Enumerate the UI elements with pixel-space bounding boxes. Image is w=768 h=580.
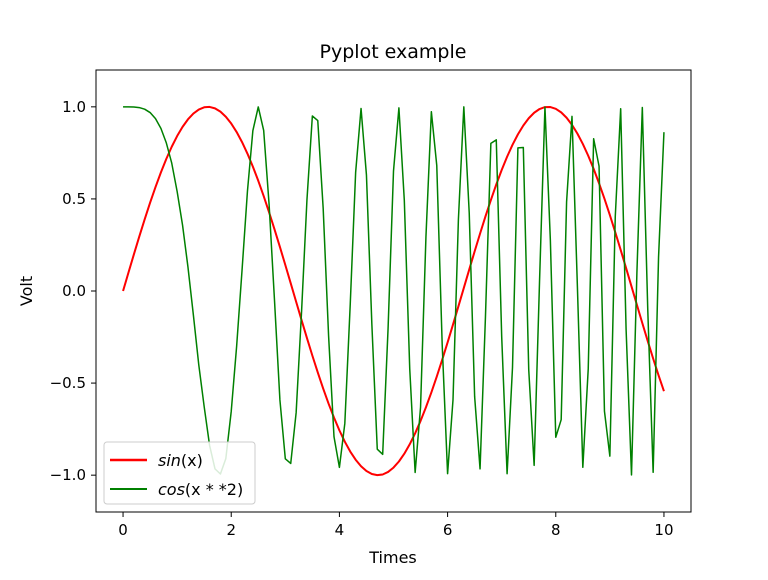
legend-label-cos: cos(x * *2) (158, 480, 243, 499)
y-tick-label: −1.0 (50, 466, 86, 484)
x-tick-label: 10 (654, 521, 673, 539)
y-tick-label: −0.5 (50, 374, 86, 392)
y-tick-label: 0.5 (62, 190, 86, 208)
y-tick-label: 0.0 (62, 282, 86, 300)
x-axis-label: Times (368, 548, 417, 567)
y-axis-label: Volt (17, 276, 36, 306)
x-tick-label: 4 (335, 521, 345, 539)
x-tick-label: 6 (443, 521, 453, 539)
legend-label-sin-args: (x) (181, 451, 203, 470)
series-line-sin (122, 105, 665, 477)
x-tick-label: 8 (551, 521, 561, 539)
x-axis: 0 2 4 6 8 10 (118, 512, 674, 539)
y-axis: −1.0 −0.5 0.0 0.5 1.0 (50, 98, 96, 484)
x-tick-label: 0 (118, 521, 128, 539)
x-tick-label: 2 (226, 521, 236, 539)
legend-label-cos-args: (x * *2) (185, 480, 243, 499)
y-tick-label: 1.0 (62, 98, 86, 116)
legend-label-sin-name: sin (158, 451, 181, 470)
legend-label-sin: sin(x) (158, 451, 203, 470)
legend: sin(x) cos(x * *2) (103, 441, 256, 505)
legend-label-cos-name: cos (158, 480, 185, 499)
chart-title: Pyplot example (320, 41, 467, 63)
